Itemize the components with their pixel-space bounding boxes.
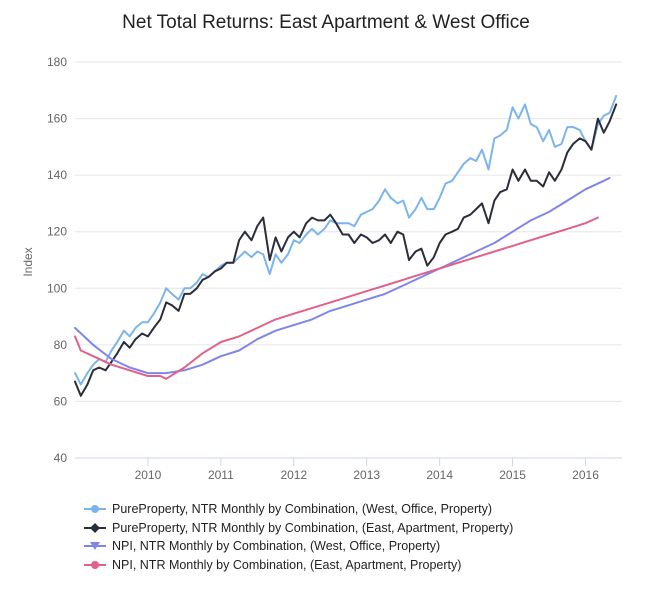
y-axis-label: Index	[21, 247, 35, 276]
axes: 40 60 80 100 120 140 160 180 2010 2011 2012 2013 201…	[47, 55, 622, 482]
legend-item-3[interactable]: NPI, NTR Monthly by Combination, (West, …	[84, 537, 513, 556]
x-tick-label: 2014	[426, 468, 453, 482]
line-chart: 40 60 80 100 120 140 160 180 2010 2011 2012 2013 201…	[21, 55, 622, 482]
legend-item-4[interactable]: NPI, NTR Monthly by Combination, (East, …	[84, 556, 513, 575]
legend-label: NPI, NTR Monthly by Combination, (West, …	[112, 539, 441, 554]
y-tick-label: 80	[54, 338, 68, 352]
y-tick-label: 180	[47, 55, 67, 69]
y-tick-label: 140	[47, 168, 67, 182]
legend-item-1[interactable]: PureProperty, NTR Monthly by Combination…	[84, 500, 513, 519]
y-tick-label: 160	[47, 112, 67, 126]
legend-label: PureProperty, NTR Monthly by Combination…	[112, 520, 514, 535]
x-tick-label: 2015	[499, 468, 526, 482]
gridlines	[75, 61, 622, 459]
series-line-2	[74, 103, 618, 397]
x-tick-label: 2013	[353, 468, 380, 482]
x-tick-label: 2012	[280, 468, 307, 482]
series-line-1	[74, 94, 618, 386]
circle-marker-icon	[84, 560, 106, 569]
series-line-3	[74, 177, 611, 375]
circle-marker-icon	[84, 505, 106, 514]
x-tick-label: 2010	[135, 468, 162, 482]
legend-label: NPI, NTR Monthly by Combination, (East, …	[112, 557, 462, 572]
chart-title: Net Total Returns: East Apartment & West…	[122, 12, 530, 33]
triangle-down-marker-icon	[84, 542, 106, 551]
y-tick-label: 100	[47, 281, 67, 295]
chart-legend: PureProperty, NTR Monthly by Combination…	[84, 500, 513, 574]
legend-label: PureProperty, NTR Monthly by Combination…	[112, 502, 492, 517]
y-tick-label: 60	[54, 394, 68, 408]
legend-item-2[interactable]: PureProperty, NTR Monthly by Combination…	[84, 519, 513, 538]
series-lines	[74, 94, 618, 397]
x-tick-label: 2016	[572, 468, 599, 482]
diamond-marker-icon	[84, 522, 106, 533]
x-tick-label: 2011	[208, 468, 234, 482]
series-line-4	[74, 216, 599, 380]
y-tick-label: 40	[54, 451, 68, 465]
y-tick-label: 120	[47, 225, 67, 239]
